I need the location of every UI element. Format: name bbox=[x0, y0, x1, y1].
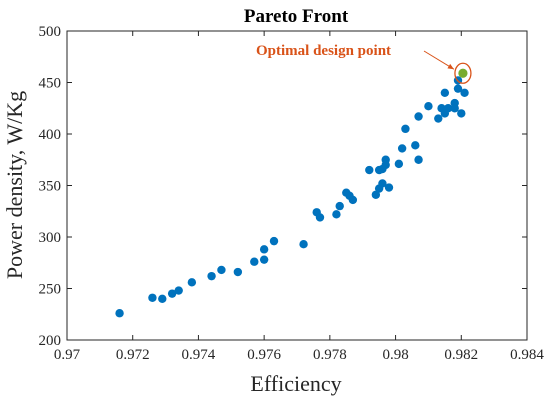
data-point bbox=[434, 114, 443, 123]
data-point bbox=[332, 210, 341, 219]
data-point bbox=[424, 101, 433, 111]
annotation-arrowhead bbox=[447, 63, 454, 70]
data-point bbox=[384, 183, 394, 192]
optimal-point-annotation: Optimal design point bbox=[256, 43, 472, 84]
y-axis: 200 250 300 350 400 450 500 bbox=[39, 24, 527, 349]
data-point bbox=[174, 286, 183, 295]
data-point bbox=[457, 109, 466, 118]
y-tick-label: 350 bbox=[39, 179, 62, 195]
data-point bbox=[371, 190, 381, 199]
x-tick-label: 0.976 bbox=[247, 347, 281, 363]
data-point bbox=[440, 88, 450, 98]
plot-area bbox=[66, 30, 528, 341]
data-point bbox=[299, 240, 308, 249]
data-point bbox=[158, 294, 167, 303]
x-tick-label: 0.97 bbox=[54, 347, 81, 363]
data-point bbox=[259, 255, 269, 264]
data-point bbox=[315, 213, 325, 222]
x-axis: 0.97 0.972 0.974 0.976 0.978 0.98 0.982 0.984 bbox=[54, 31, 544, 363]
data-point bbox=[381, 155, 390, 164]
axes-box bbox=[66, 30, 528, 341]
x-tick-label: 0.982 bbox=[444, 347, 478, 363]
highlight-ring bbox=[454, 62, 472, 84]
data-point bbox=[250, 257, 259, 266]
x-tick-label: 0.978 bbox=[313, 347, 347, 363]
data-point bbox=[414, 112, 423, 121]
data-point bbox=[397, 144, 407, 153]
x-tick-label: 0.974 bbox=[182, 347, 216, 363]
optimal-design-point bbox=[458, 68, 468, 78]
data-point bbox=[453, 84, 463, 93]
data-point bbox=[401, 124, 410, 134]
y-tick-label: 450 bbox=[39, 76, 62, 92]
data-point bbox=[460, 88, 469, 98]
data-point bbox=[335, 201, 344, 211]
data-point bbox=[348, 195, 358, 205]
x-axis-title: Efficiency bbox=[250, 371, 341, 396]
y-tick-label: 300 bbox=[39, 230, 62, 246]
y-tick-label: 200 bbox=[39, 333, 62, 349]
data-point bbox=[394, 159, 404, 169]
x-tick-label: 0.984 bbox=[510, 347, 544, 363]
chart-title: Pareto Front bbox=[244, 6, 349, 27]
y-tick-label: 250 bbox=[39, 282, 62, 298]
data-point bbox=[414, 155, 423, 164]
data-point bbox=[148, 293, 157, 302]
annotation-label: Optimal design point bbox=[256, 43, 391, 59]
data-point bbox=[365, 165, 374, 175]
y-axis-title: Power density, W/Kg bbox=[2, 91, 27, 279]
data-point bbox=[450, 104, 459, 113]
x-tick-label: 0.98 bbox=[382, 347, 408, 363]
x-tick-label: 0.972 bbox=[116, 347, 150, 363]
data-point bbox=[443, 104, 453, 113]
data-point bbox=[217, 265, 226, 275]
data-point bbox=[269, 236, 279, 246]
data-point bbox=[411, 141, 420, 150]
data-point bbox=[259, 245, 269, 254]
data-point bbox=[378, 179, 387, 188]
data-point bbox=[115, 309, 124, 318]
data-point bbox=[233, 267, 243, 277]
data-point bbox=[207, 271, 216, 281]
y-tick-label: 500 bbox=[39, 24, 62, 40]
y-tick-label: 400 bbox=[39, 127, 62, 143]
data-point bbox=[187, 278, 197, 287]
data-point bbox=[167, 289, 177, 298]
